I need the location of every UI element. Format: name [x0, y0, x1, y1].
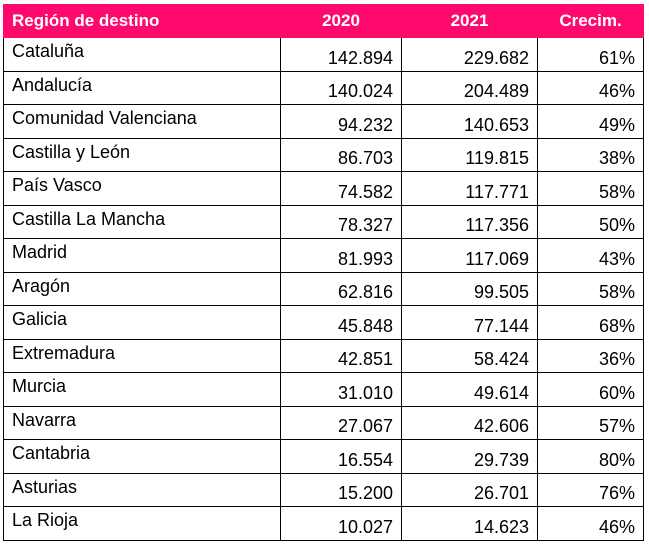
value-2021-cell: 117.356: [401, 204, 538, 239]
table-header: Región de destino 2020 2021 Crecim.: [3, 4, 644, 38]
value-2020-cell: 42.851: [280, 338, 402, 373]
region-cell: Cataluña: [3, 37, 281, 72]
growth-cell: 43%: [537, 238, 644, 273]
value-2021-cell: 204.489: [401, 70, 538, 105]
value-2020-cell: 140.024: [280, 70, 402, 105]
region-cell: Andalucía: [3, 70, 281, 105]
growth-cell: 50%: [537, 204, 644, 239]
header-row: Región de destino 2020 2021 Crecim.: [3, 4, 644, 38]
growth-cell: 57%: [537, 405, 644, 440]
column-header-2020: 2020: [280, 4, 402, 38]
growth-cell: 58%: [537, 271, 644, 306]
region-cell: Navarra: [3, 405, 281, 440]
growth-cell: 68%: [537, 305, 644, 340]
value-2021-cell: 14.623: [401, 506, 538, 541]
value-2021-cell: 119.815: [401, 137, 538, 172]
table-row: Castilla La Mancha 78.327 117.356 50%: [3, 204, 644, 239]
table-row: Asturias 15.200 26.701 76%: [3, 472, 644, 507]
table-body: Cataluña 142.894 229.682 61% Andalucía 140.02…: [3, 37, 644, 541]
growth-cell: 36%: [537, 338, 644, 373]
value-2021-cell: 26.701: [401, 472, 538, 507]
value-2021-cell: 229.682: [401, 37, 538, 72]
value-2020-cell: 45.848: [280, 305, 402, 340]
table-row: Cataluña 142.894 229.682 61%: [3, 37, 644, 72]
value-2021-cell: 140.653: [401, 104, 538, 139]
table-row: Madrid 81.993 117.069 43%: [3, 238, 644, 273]
growth-cell: 38%: [537, 137, 644, 172]
table-row: Comunidad Valenciana 94.232 140.653 49%: [3, 104, 644, 139]
region-cell: Extremadura: [3, 338, 281, 373]
growth-cell: 58%: [537, 171, 644, 206]
table-row: Aragón 62.816 99.505 58%: [3, 271, 644, 306]
value-2020-cell: 142.894: [280, 37, 402, 72]
value-2020-cell: 15.200: [280, 472, 402, 507]
data-table: Región de destino 2020 2021 Crecim. Cata…: [3, 4, 644, 541]
region-cell: Comunidad Valenciana: [3, 104, 281, 139]
value-2020-cell: 10.027: [280, 506, 402, 541]
value-2020-cell: 16.554: [280, 439, 402, 474]
table-row: Castilla y León 86.703 119.815 38%: [3, 137, 644, 172]
region-cell: Murcia: [3, 372, 281, 407]
value-2020-cell: 74.582: [280, 171, 402, 206]
region-cell: Castilla La Mancha: [3, 204, 281, 239]
growth-cell: 46%: [537, 506, 644, 541]
column-header-region: Región de destino: [3, 4, 281, 38]
column-header-2021: 2021: [401, 4, 538, 38]
value-2021-cell: 99.505: [401, 271, 538, 306]
table-row: Andalucía 140.024 204.489 46%: [3, 70, 644, 105]
value-2020-cell: 86.703: [280, 137, 402, 172]
growth-cell: 60%: [537, 372, 644, 407]
region-cell: Castilla y León: [3, 137, 281, 172]
table-row: Extremadura 42.851 58.424 36%: [3, 338, 644, 373]
region-cell: País Vasco: [3, 171, 281, 206]
growth-cell: 76%: [537, 472, 644, 507]
value-2020-cell: 62.816: [280, 271, 402, 306]
region-cell: Cantabria: [3, 439, 281, 474]
value-2021-cell: 117.771: [401, 171, 538, 206]
region-cell: Madrid: [3, 238, 281, 273]
value-2021-cell: 29.739: [401, 439, 538, 474]
value-2021-cell: 77.144: [401, 305, 538, 340]
table-row: Murcia 31.010 49.614 60%: [3, 372, 644, 407]
value-2020-cell: 27.067: [280, 405, 402, 440]
value-2020-cell: 81.993: [280, 238, 402, 273]
growth-cell: 61%: [537, 37, 644, 72]
value-2020-cell: 78.327: [280, 204, 402, 239]
growth-cell: 49%: [537, 104, 644, 139]
value-2021-cell: 49.614: [401, 372, 538, 407]
table-row: Galicia 45.848 77.144 68%: [3, 305, 644, 340]
column-header-growth: Crecim.: [537, 4, 644, 38]
value-2021-cell: 42.606: [401, 405, 538, 440]
table-row: Navarra 27.067 42.606 57%: [3, 405, 644, 440]
table-row: Cantabria 16.554 29.739 80%: [3, 439, 644, 474]
region-cell: Galicia: [3, 305, 281, 340]
region-cell: La Rioja: [3, 506, 281, 541]
growth-cell: 80%: [537, 439, 644, 474]
region-cell: Asturias: [3, 472, 281, 507]
value-2020-cell: 31.010: [280, 372, 402, 407]
table-row: La Rioja 10.027 14.623 46%: [3, 506, 644, 541]
growth-cell: 46%: [537, 70, 644, 105]
region-cell: Aragón: [3, 271, 281, 306]
table-row: País Vasco 74.582 117.771 58%: [3, 171, 644, 206]
value-2020-cell: 94.232: [280, 104, 402, 139]
value-2021-cell: 117.069: [401, 238, 538, 273]
value-2021-cell: 58.424: [401, 338, 538, 373]
